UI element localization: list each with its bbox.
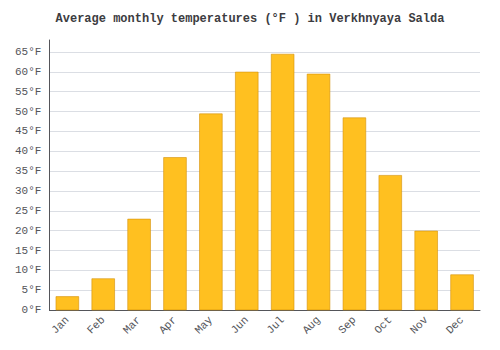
svg-text:Apr: Apr [157,314,179,336]
svg-text:Nov: Nov [408,314,431,337]
svg-text:Jun: Jun [229,314,251,336]
svg-text:0°F: 0°F [22,304,42,316]
svg-text:Mar: Mar [121,314,143,336]
svg-text:65°F: 65°F [15,46,41,58]
svg-text:Sep: Sep [336,314,358,336]
svg-text:20°F: 20°F [15,225,41,237]
svg-text:40°F: 40°F [15,145,41,157]
svg-text:10°F: 10°F [15,264,41,276]
svg-text:25°F: 25°F [15,205,41,217]
svg-text:60°F: 60°F [15,66,41,78]
svg-text:May: May [193,314,216,337]
svg-text:15°F: 15°F [15,245,41,257]
svg-text:Dec: Dec [444,314,466,336]
svg-text:45°F: 45°F [15,125,41,137]
svg-text:5°F: 5°F [22,284,42,296]
svg-text:Average monthly temperatures (: Average monthly temperatures (°F ) in Ve… [56,12,445,26]
svg-text:30°F: 30°F [15,185,41,197]
svg-text:Aug: Aug [300,314,322,336]
svg-text:Feb: Feb [85,314,107,336]
svg-text:35°F: 35°F [15,165,41,177]
svg-text:Oct: Oct [372,314,394,336]
svg-text:Jan: Jan [49,314,71,336]
svg-text:50°F: 50°F [15,106,41,118]
svg-text:Jul: Jul [264,314,286,336]
svg-text:55°F: 55°F [15,86,41,98]
